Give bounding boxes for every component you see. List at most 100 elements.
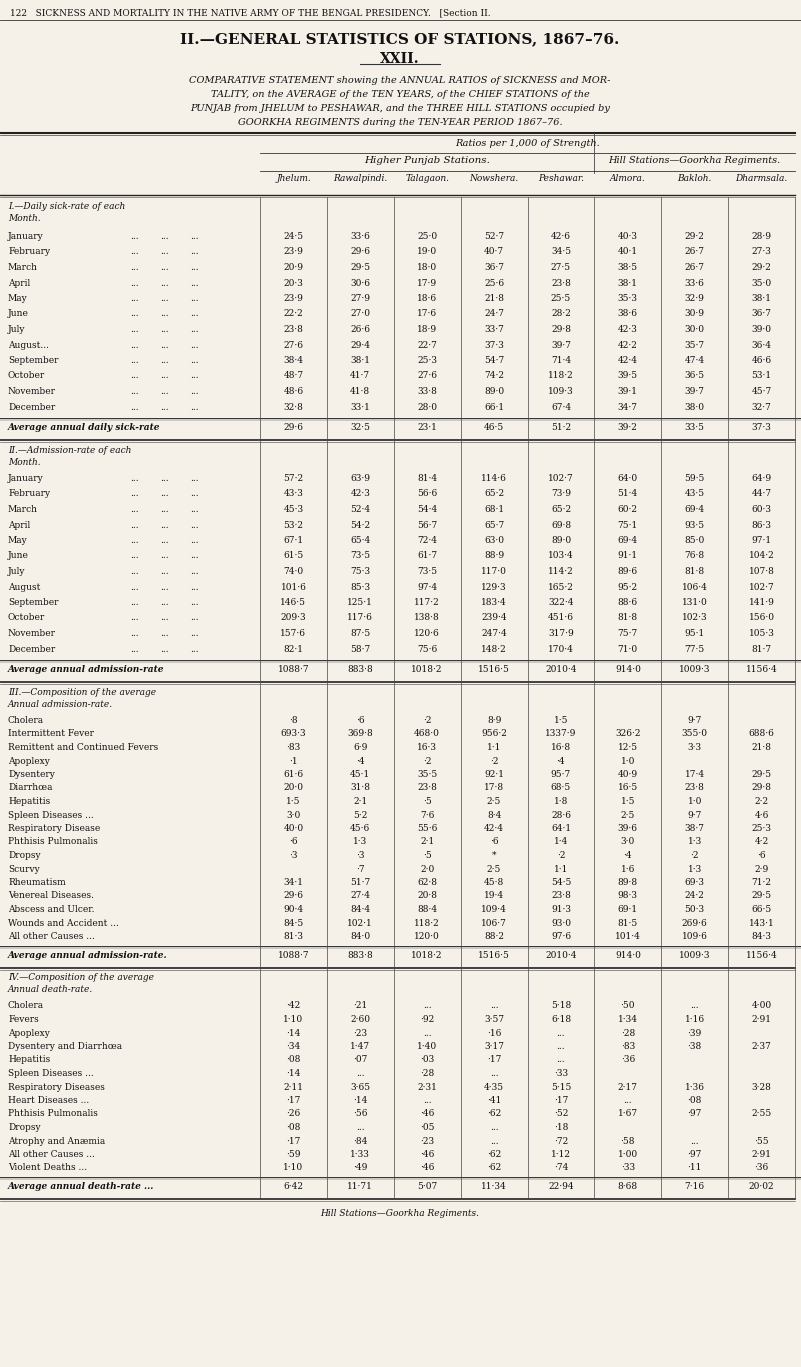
Text: ...: ... <box>160 232 169 241</box>
Text: 1018·2: 1018·2 <box>412 664 443 674</box>
Text: 688·6: 688·6 <box>749 730 775 738</box>
Text: 3·0: 3·0 <box>286 811 300 819</box>
Text: ...: ... <box>190 521 199 529</box>
Text: 23·1: 23·1 <box>417 422 437 432</box>
Text: 8·68: 8·68 <box>618 1182 638 1191</box>
Text: 156·0: 156·0 <box>749 614 775 622</box>
Text: 1·33: 1·33 <box>350 1150 370 1159</box>
Text: 65·7: 65·7 <box>484 521 504 529</box>
Text: 38·1: 38·1 <box>350 355 370 365</box>
Text: 209·3: 209·3 <box>280 614 306 622</box>
Text: 32·8: 32·8 <box>284 402 304 411</box>
Text: 30·0: 30·0 <box>685 325 705 334</box>
Text: Heart Diseases ...: Heart Diseases ... <box>8 1096 89 1105</box>
Text: 38·1: 38·1 <box>618 279 638 287</box>
Text: July: July <box>8 567 26 576</box>
Text: 65·2: 65·2 <box>551 504 571 514</box>
Text: ·56: ·56 <box>353 1110 368 1118</box>
Text: 101·6: 101·6 <box>280 582 306 592</box>
Text: 118·2: 118·2 <box>548 372 574 380</box>
Text: ...: ... <box>130 309 139 319</box>
Text: 29·6: 29·6 <box>284 422 304 432</box>
Text: 39·7: 39·7 <box>551 340 571 350</box>
Text: 69·4: 69·4 <box>618 536 638 545</box>
Text: 1·10: 1·10 <box>284 1016 304 1024</box>
Text: ...: ... <box>130 614 139 622</box>
Text: ...: ... <box>130 474 139 483</box>
Text: 73·5: 73·5 <box>417 567 437 576</box>
Text: ·17: ·17 <box>487 1055 501 1065</box>
Text: Jhelum.: Jhelum. <box>276 174 311 183</box>
Text: 77·5: 77·5 <box>685 644 705 653</box>
Text: ·21: ·21 <box>353 1002 368 1010</box>
Text: 60·3: 60·3 <box>751 504 771 514</box>
Text: 1·0: 1·0 <box>621 756 635 766</box>
Text: 30·6: 30·6 <box>350 279 370 287</box>
Text: July: July <box>8 325 26 334</box>
Text: 17·6: 17·6 <box>417 309 437 319</box>
Text: Hill Stations—Goorkha Regiments.: Hill Stations—Goorkha Regiments. <box>320 1208 480 1218</box>
Text: Hepatitis: Hepatitis <box>8 1055 50 1065</box>
Text: 43·5: 43·5 <box>685 489 705 499</box>
Text: 120·0: 120·0 <box>414 932 440 940</box>
Text: PUNJAB from JHELUM to PESHAWAR, and the THREE HILL STATIONS occupied by: PUNJAB from JHELUM to PESHAWAR, and the … <box>190 104 610 113</box>
Text: 19·4: 19·4 <box>484 891 504 901</box>
Text: 39·5: 39·5 <box>618 372 638 380</box>
Text: ·5: ·5 <box>423 852 432 860</box>
Text: ...: ... <box>160 372 169 380</box>
Text: Average annual admission-rate: Average annual admission-rate <box>8 664 164 674</box>
Text: ·62: ·62 <box>487 1163 501 1173</box>
Text: 56·7: 56·7 <box>417 521 437 529</box>
Text: ...: ... <box>160 504 169 514</box>
Text: ...: ... <box>130 340 139 350</box>
Text: 30·9: 30·9 <box>685 309 705 319</box>
Text: 89·6: 89·6 <box>618 567 638 576</box>
Text: 1·4: 1·4 <box>553 838 568 846</box>
Text: 51·2: 51·2 <box>551 422 571 432</box>
Text: ...: ... <box>160 325 169 334</box>
Text: 33·7: 33·7 <box>484 325 504 334</box>
Text: ·14: ·14 <box>353 1096 368 1105</box>
Text: ·5: ·5 <box>423 797 432 807</box>
Text: ·07: ·07 <box>353 1055 368 1065</box>
Text: September: September <box>8 597 58 607</box>
Text: 54·7: 54·7 <box>484 355 504 365</box>
Text: 468·0: 468·0 <box>414 730 440 738</box>
Text: 40·7: 40·7 <box>484 247 504 257</box>
Text: 40·9: 40·9 <box>618 770 638 779</box>
Text: April: April <box>8 521 30 529</box>
Text: 1·5: 1·5 <box>621 797 635 807</box>
Text: Hepatitis: Hepatitis <box>8 797 50 807</box>
Text: ·17: ·17 <box>286 1136 300 1146</box>
Text: Talagaon.: Talagaon. <box>405 174 449 183</box>
Text: 322·4: 322·4 <box>548 597 574 607</box>
Text: ·14: ·14 <box>286 1069 300 1079</box>
Text: ·3: ·3 <box>289 852 298 860</box>
Text: TALITY, on the AVERAGE of the TEN YEARS, of the CHIEF STATIONS of the: TALITY, on the AVERAGE of the TEN YEARS,… <box>211 90 590 98</box>
Text: 148·2: 148·2 <box>481 644 507 653</box>
Text: ·49: ·49 <box>353 1163 368 1173</box>
Text: 170·4: 170·4 <box>548 644 574 653</box>
Text: 107·8: 107·8 <box>749 567 775 576</box>
Text: 45·6: 45·6 <box>350 824 370 833</box>
Text: 5·18: 5·18 <box>551 1002 571 1010</box>
Text: 93·0: 93·0 <box>551 919 571 927</box>
Text: 81·7: 81·7 <box>751 644 771 653</box>
Text: 22·2: 22·2 <box>284 309 304 319</box>
Text: ...: ... <box>423 1028 432 1038</box>
Text: 46·5: 46·5 <box>484 422 504 432</box>
Text: ...: ... <box>190 355 199 365</box>
Text: 102·3: 102·3 <box>682 614 707 622</box>
Text: Rheumatism: Rheumatism <box>8 878 66 887</box>
Text: *: * <box>492 852 497 860</box>
Text: ...: ... <box>423 1096 432 1105</box>
Text: 4·00: 4·00 <box>751 1002 771 1010</box>
Text: 34·1: 34·1 <box>284 878 304 887</box>
Text: 16·8: 16·8 <box>551 744 571 752</box>
Text: 59·5: 59·5 <box>685 474 705 483</box>
Text: ...: ... <box>160 309 169 319</box>
Text: ...: ... <box>190 504 199 514</box>
Text: XXII.: XXII. <box>380 52 420 66</box>
Text: August...: August... <box>8 340 49 350</box>
Text: COMPARATIVE STATEMENT showing the ANNUAL RATIOS of SICKNESS and MOR-: COMPARATIVE STATEMENT showing the ANNUAL… <box>189 77 610 85</box>
